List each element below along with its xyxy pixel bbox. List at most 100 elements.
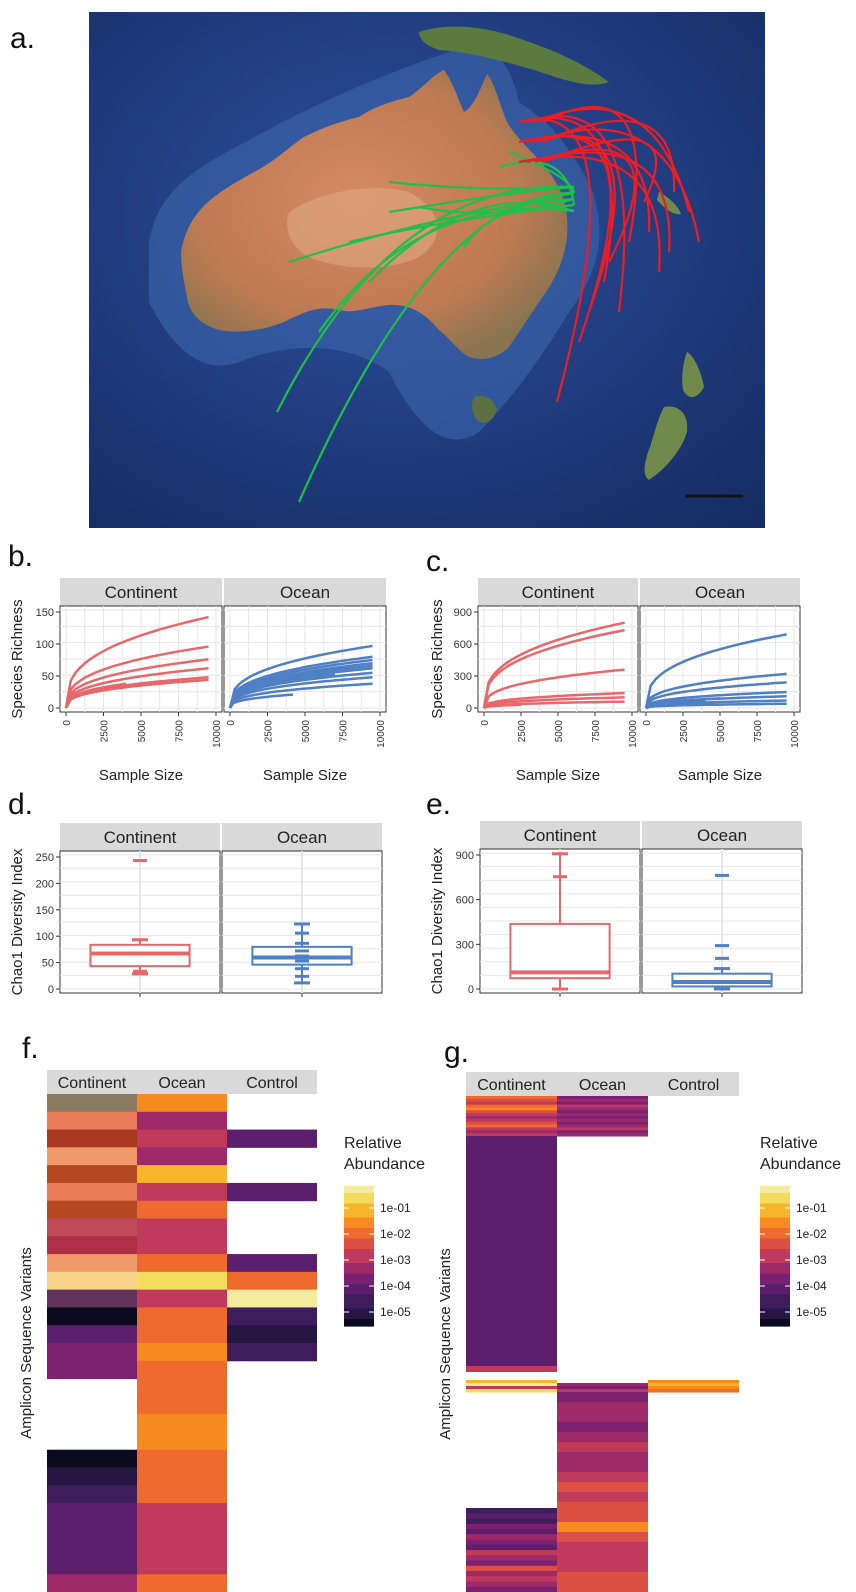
heatmap-cell (557, 1412, 648, 1423)
heatmap-cell (47, 1343, 137, 1362)
legend-swatch (760, 1319, 790, 1324)
heatmap-cell (466, 1130, 557, 1134)
legend-swatch (760, 1266, 790, 1271)
ocean-trajectory-line (526, 115, 626, 313)
heatmap-cell (466, 1380, 557, 1384)
rarefaction-curve (483, 696, 625, 710)
legend-tick-label: 1e-04 (796, 1279, 827, 1293)
y-tick-label: 0 (48, 703, 54, 715)
heatmap-cell (557, 1492, 648, 1503)
legend-swatch (344, 1203, 374, 1208)
legend-swatch (344, 1315, 374, 1320)
y-axis-label: Amplicon Sequence Variants (437, 1248, 454, 1440)
heatmap-cell (466, 1386, 557, 1390)
rarefaction-curve (482, 628, 625, 709)
x-tick-label: 0 (480, 720, 491, 726)
legend-swatch (344, 1301, 374, 1306)
heatmap-cell (557, 1542, 648, 1553)
rarefaction-curve (228, 655, 373, 709)
x-tick-label: 5000 (301, 720, 312, 743)
heatmap-cell (137, 1360, 227, 1380)
legend-swatch (344, 1252, 374, 1257)
legend-swatch (344, 1259, 374, 1264)
legend-swatch (760, 1221, 790, 1226)
heatmap-cell (557, 1502, 648, 1513)
x-tick-label: 2500 (679, 720, 690, 743)
panel-label-g: g. (444, 1036, 470, 1069)
legend-title-line: Abundance (344, 1156, 425, 1173)
legend-swatch (760, 1291, 790, 1296)
y-tick-label: 50 (42, 671, 54, 683)
heatmap-cell (466, 1101, 557, 1106)
y-axis-label: Chao1 Diversity Index (9, 848, 26, 995)
legend-swatch (760, 1242, 790, 1247)
rarefaction-curve (228, 676, 373, 709)
heatmap-cell (227, 1343, 317, 1362)
heatmap-cell (466, 1581, 557, 1588)
legend-swatch (344, 1207, 374, 1212)
box-body (89, 943, 191, 968)
x-tick-label: 10000 (628, 720, 639, 748)
rarefaction-curve (228, 668, 351, 709)
x-tick-label: 10000 (790, 720, 801, 748)
ocean-trajectory-line (526, 135, 612, 343)
legend-swatch (760, 1249, 790, 1254)
legend-swatch (344, 1186, 374, 1191)
legend-swatch (760, 1273, 790, 1278)
legend-swatch (760, 1217, 790, 1222)
legend-swatch (344, 1294, 374, 1299)
heatmap-cell (47, 1271, 137, 1291)
heatmap-cell (47, 1289, 137, 1308)
heatmap-cell (47, 1200, 137, 1219)
legend-swatch (344, 1280, 374, 1285)
panel-label-c: c. (426, 545, 450, 578)
x-tick-label: 0 (642, 720, 653, 726)
heatmap-cell (137, 1396, 227, 1415)
legend-swatch (760, 1284, 790, 1289)
legend-swatch (344, 1214, 374, 1219)
rarefaction-curve (64, 667, 209, 709)
heatmap-cell (227, 1129, 317, 1148)
legend-swatch (760, 1245, 790, 1250)
facet-strip (642, 821, 802, 849)
facet-label: Ocean (695, 583, 745, 602)
ocean-trajectories (518, 105, 701, 403)
heatmap-cell (137, 1182, 227, 1202)
legend-swatch (344, 1210, 374, 1215)
heatmap-cell (466, 1513, 557, 1519)
legend-swatch (760, 1228, 790, 1233)
heatmap-cell (466, 1118, 557, 1123)
legend-tick-label: 1e-02 (380, 1227, 411, 1241)
facet-label: Continent (524, 826, 597, 845)
heatmap-cell (137, 1343, 227, 1362)
legend-swatch (344, 1322, 374, 1327)
legend-swatch (344, 1228, 374, 1233)
legend-swatch (760, 1294, 790, 1299)
heatmap-cell (466, 1560, 557, 1567)
heatmap-cell (557, 1482, 648, 1493)
legend-tick-label: 1e-05 (380, 1305, 411, 1319)
box-body (509, 922, 611, 980)
heatmap-cell (47, 1111, 137, 1131)
heatmap-cell (466, 1127, 557, 1131)
legend-swatch (760, 1277, 790, 1282)
legend-swatch (760, 1235, 790, 1240)
heatmap-cell (137, 1307, 227, 1326)
ocean-trajectory-line (542, 138, 658, 203)
legend-swatch (760, 1263, 790, 1268)
legend-swatch (344, 1217, 374, 1222)
heatmap-cell (47, 1147, 137, 1166)
rarefaction-curve (644, 681, 787, 709)
facet-label: Continent (522, 583, 595, 602)
heatmap-cell (557, 1121, 648, 1126)
rarefaction-curve (64, 658, 209, 709)
continent-trajectory-line (318, 207, 575, 333)
legend-swatch (344, 1277, 374, 1282)
continent-trajectory-line (388, 180, 575, 190)
heatmap-cell (466, 1576, 557, 1582)
heatmap-cell (137, 1254, 227, 1273)
y-tick-label: 0 (468, 984, 474, 996)
legend-swatch (344, 1231, 374, 1236)
continent-trajectory-line (288, 197, 575, 264)
heatmap-cell (557, 1104, 648, 1108)
